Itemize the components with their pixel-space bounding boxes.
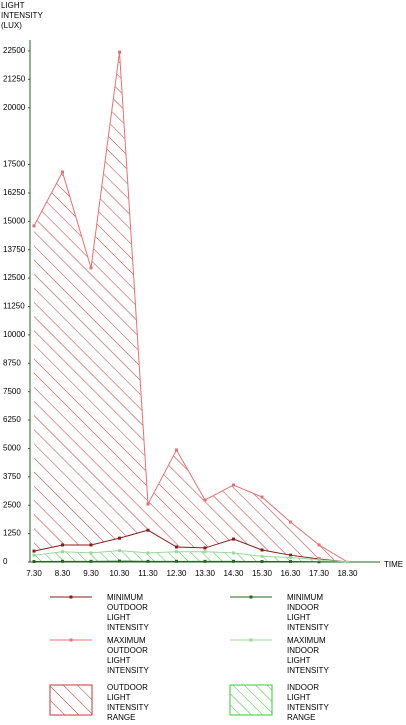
point — [175, 545, 178, 549]
legend-marker — [69, 595, 73, 599]
y-tick-label: 20000 — [3, 103, 26, 112]
point — [32, 553, 36, 557]
series-line — [33, 529, 348, 563]
point — [146, 559, 150, 563]
y-tick-label: 7500 — [3, 387, 21, 396]
point — [289, 553, 292, 557]
point — [175, 550, 178, 554]
range-area — [34, 52, 348, 562]
legend-label: INDOOR LIGHT INTENSITY RANGE — [287, 683, 329, 722]
y-axis-label: (LUX) — [1, 21, 22, 30]
x-tick-label: 8.30 — [55, 569, 71, 578]
point — [89, 543, 93, 547]
point — [260, 495, 264, 499]
point — [89, 551, 93, 555]
y-tick-label: 16250 — [3, 188, 26, 197]
point — [32, 560, 36, 564]
y-tick-label: 5000 — [3, 444, 21, 453]
y-tick-label: 13750 — [3, 245, 26, 254]
point — [260, 554, 264, 558]
x-axis-label: TIME — [384, 560, 403, 569]
point — [118, 50, 121, 54]
legend-marker — [249, 595, 253, 599]
y-tick-label: 2500 — [3, 500, 21, 509]
y-tick-label: 15000 — [3, 216, 26, 225]
y-tick-label: 1250 — [3, 529, 21, 538]
y-tick-label: 10000 — [3, 330, 26, 339]
series-line — [33, 52, 348, 563]
point — [317, 543, 321, 547]
point — [232, 483, 235, 487]
point — [89, 266, 93, 270]
y-tick-label: 0 — [3, 557, 8, 566]
x-tick-label: 15.30 — [252, 569, 273, 578]
point — [232, 551, 235, 555]
y-tick-label: 3750 — [3, 472, 21, 481]
point — [118, 549, 121, 553]
point — [289, 520, 292, 524]
x-tick-label: 17.30 — [309, 569, 330, 578]
legend-label: OUTDOOR LIGHT INTENSITY RANGE — [107, 683, 149, 722]
point — [346, 560, 349, 564]
series-line — [33, 550, 348, 563]
point — [61, 543, 64, 547]
point — [118, 559, 121, 563]
series-line — [33, 560, 348, 563]
legend-label: MAXIMUM INDOOR LIGHT INTENSITY — [287, 636, 329, 675]
x-tick-label: 12.30 — [166, 569, 187, 578]
point — [89, 559, 93, 563]
point — [289, 560, 292, 564]
point — [317, 558, 321, 562]
y-tick-label: 17500 — [3, 160, 26, 169]
point — [175, 559, 178, 563]
y-axis-label: INTENSITY — [1, 11, 43, 20]
legend-swatch — [229, 684, 273, 716]
point — [260, 548, 264, 552]
legend-marker — [69, 638, 73, 642]
point — [32, 224, 36, 228]
legend-marker — [249, 638, 253, 642]
x-tick-label: 14.30 — [223, 569, 244, 578]
y-tick-label: 12500 — [3, 273, 26, 282]
y-tick-label: 11250 — [3, 302, 25, 311]
point — [260, 560, 264, 564]
point — [232, 559, 235, 563]
point — [317, 560, 321, 564]
point — [175, 448, 178, 452]
legend-label: MINIMUM OUTDOOR LIGHT INTENSITY — [107, 593, 149, 632]
y-tick-label: 21250 — [3, 74, 26, 83]
y-tick-label: 8750 — [3, 358, 21, 367]
point — [146, 551, 150, 555]
x-tick-label: 16.30 — [280, 569, 301, 578]
point — [32, 549, 36, 553]
legend-label: MAXIMUM OUTDOOR LIGHT INTENSITY — [107, 636, 149, 675]
point — [203, 559, 207, 563]
x-tick-label: 11.30 — [138, 569, 158, 578]
point — [61, 170, 64, 174]
point — [61, 550, 64, 554]
x-tick-label: 13.30 — [195, 569, 216, 578]
y-axis-label: LIGHT — [1, 1, 25, 10]
point — [232, 537, 235, 541]
point — [203, 550, 207, 554]
point — [289, 555, 292, 559]
point — [146, 502, 150, 506]
y-tick-label: 22500 — [3, 46, 26, 55]
y-tick-label: 6250 — [3, 415, 21, 424]
point — [203, 546, 207, 550]
range-area — [34, 550, 348, 562]
point — [61, 559, 64, 563]
point — [146, 528, 150, 532]
point — [118, 536, 121, 540]
x-tick-label: 9.30 — [83, 569, 99, 578]
x-tick-label: 10.30 — [109, 569, 130, 578]
legend-swatch — [49, 684, 93, 716]
legend-label: MINIMUM INDOOR LIGHT INTENSITY — [287, 593, 329, 632]
point — [203, 498, 207, 502]
x-tick-label: 7.30 — [26, 569, 42, 578]
x-tick-label: 18.30 — [337, 569, 358, 578]
